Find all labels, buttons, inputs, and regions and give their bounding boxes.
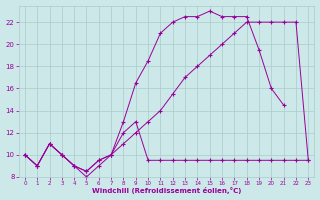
X-axis label: Windchill (Refroidissement éolien,°C): Windchill (Refroidissement éolien,°C) (92, 187, 241, 194)
